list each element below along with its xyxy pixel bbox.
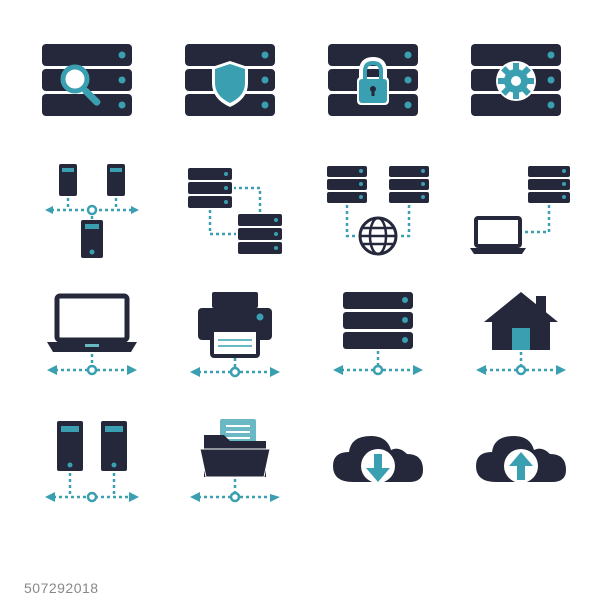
server-network-icon xyxy=(323,284,433,394)
cloud-download-icon xyxy=(323,426,433,506)
cell-tower-network xyxy=(20,148,163,276)
cell-laptop-server xyxy=(449,148,592,276)
cell-cloud-download xyxy=(306,403,449,531)
cell-server-globe xyxy=(306,148,449,276)
cell-towers-network xyxy=(20,403,163,531)
cell-cloud-upload xyxy=(449,403,592,531)
towers-network-icon xyxy=(37,411,147,521)
cloud-upload-icon xyxy=(466,426,576,506)
server-link-icon xyxy=(180,156,290,266)
server-search-icon xyxy=(37,39,147,129)
server-globe-icon xyxy=(323,156,433,266)
tower-network-icon xyxy=(37,156,147,266)
home-network-icon xyxy=(466,284,576,394)
cell-laptop-network xyxy=(20,275,163,403)
cell-server-gear xyxy=(449,20,592,148)
server-lock-icon xyxy=(323,39,433,129)
cell-home-network xyxy=(449,275,592,403)
laptop-server-icon xyxy=(466,156,576,266)
folder-network-icon xyxy=(180,411,290,521)
cell-server-lock xyxy=(306,20,449,148)
server-shield-icon xyxy=(180,39,290,129)
laptop-network-icon xyxy=(37,284,147,394)
cell-server-network xyxy=(306,275,449,403)
cell-server-shield xyxy=(163,20,306,148)
icon-grid xyxy=(0,0,612,540)
printer-network-icon xyxy=(180,284,290,394)
cell-printer-network xyxy=(163,275,306,403)
cell-folder-network xyxy=(163,403,306,531)
server-gear-icon xyxy=(466,39,576,129)
image-id-caption: 507292018 xyxy=(24,580,99,596)
cell-server-link xyxy=(163,148,306,276)
cell-server-search xyxy=(20,20,163,148)
